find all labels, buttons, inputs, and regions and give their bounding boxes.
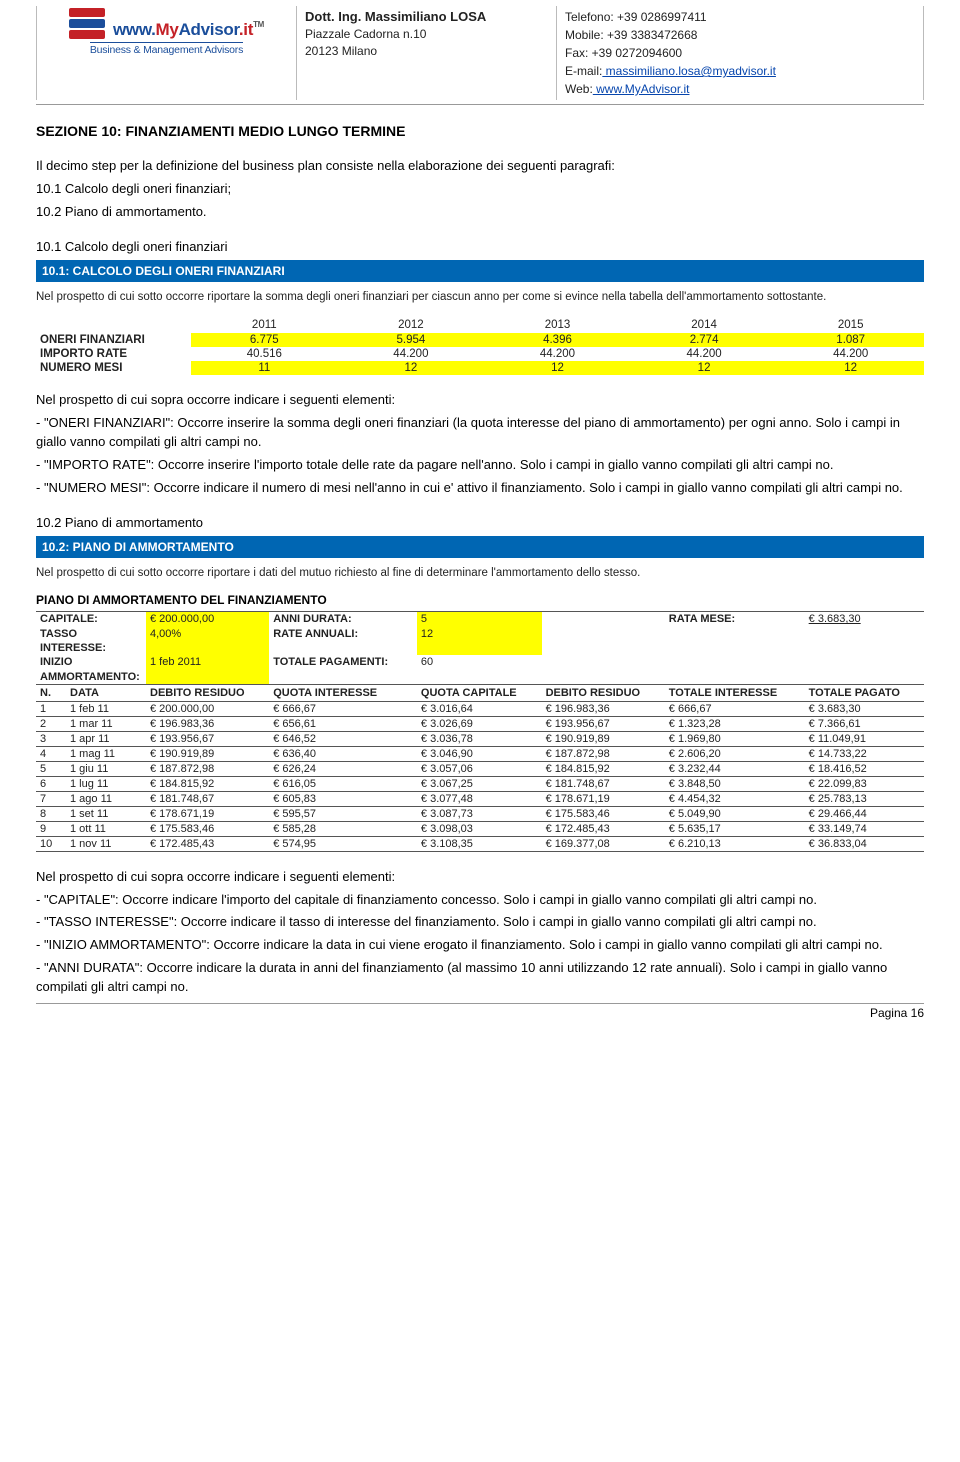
amort-table: CAPITALE:€ 200.000,00 ANNI DURATA:5 RATA…	[36, 611, 924, 851]
s101-desc-3: - "NUMERO MESI": Occorre indicare il num…	[36, 479, 924, 498]
s101-note: Nel prospetto di cui sotto occorre ripor…	[36, 290, 924, 305]
table-row: IMPORTO RATE40.51644.20044.20044.20044.2…	[36, 347, 924, 361]
email-row: E-mail: massimiliano.losa@myadvisor.it	[565, 62, 915, 80]
letterhead: www.MyAdvisor.itTM Business & Management…	[36, 0, 924, 105]
year-col: 2011	[191, 317, 338, 333]
table-row: ONERI FINANZIARI6.7755.9544.3962.7741.08…	[36, 333, 924, 347]
table-header-row: 2011 2012 2013 2014 2015	[36, 317, 924, 333]
table-row: 101 nov 11€ 172.485,43€ 574,95€ 3.108,35…	[36, 836, 924, 851]
s102-caption: PIANO DI AMMORTAMENTO DEL FINANZIAMENTO	[36, 593, 924, 607]
amort-header-row: N. DATA DEBITO RESIDUO QUOTA INTERESSE Q…	[36, 684, 924, 701]
table-row: NUMERO MESI1112121212	[36, 361, 924, 375]
owner-name: Dott. Ing. Massimiliano LOSA	[305, 8, 548, 26]
page-number: Pagina 16	[36, 1003, 924, 1020]
table-row: 31 apr 11€ 193.956,67€ 646,52€ 3.036,78€…	[36, 731, 924, 746]
s102-desc-2: - "TASSO INTERESSE": Occorre indicare il…	[36, 913, 924, 932]
param-row-1: CAPITALE:€ 200.000,00 ANNI DURATA:5 RATA…	[36, 612, 924, 627]
table-row: 91 ott 11€ 175.583,46€ 585,28€ 3.098,03€…	[36, 821, 924, 836]
year-col: 2014	[631, 317, 778, 333]
s101-desc-2: - "IMPORTO RATE": Occorre inserire l'imp…	[36, 456, 924, 475]
contact-cell: Telefono: +39 0286997411 Mobile: +39 338…	[556, 6, 924, 100]
table-row: 61 lug 11€ 184.815,92€ 616,05€ 3.067,25€…	[36, 776, 924, 791]
intro-p1: Il decimo step per la definizione del bu…	[36, 157, 924, 176]
brand-tagline: Business & Management Advisors	[90, 42, 243, 56]
address-cell: Dott. Ing. Massimiliano LOSA Piazzale Ca…	[296, 6, 556, 100]
web-link[interactable]: www.MyAdvisor.it	[593, 82, 690, 96]
s101-desc-1: - "ONERI FINANZIARI": Occorre inserire l…	[36, 414, 924, 452]
intro-p3: 10.2 Piano di ammortamento.	[36, 203, 924, 222]
brand-wordmark: www.MyAdvisor.itTM	[113, 20, 264, 40]
intro-p2: 10.1 Calcolo degli oneri finanziari;	[36, 180, 924, 199]
table-row: 51 giu 11€ 187.872,98€ 626,24€ 3.057,06€…	[36, 761, 924, 776]
table-row: 11 feb 11€ 200.000,00€ 666,67€ 3.016,64€…	[36, 701, 924, 716]
year-col: 2015	[777, 317, 924, 333]
oneri-table: 2011 2012 2013 2014 2015 ONERI FINANZIAR…	[36, 317, 924, 375]
table-row: 21 mar 11€ 196.983,36€ 656,61€ 3.026,69€…	[36, 716, 924, 731]
s102-desc-4: - "ANNI DURATA": Occorre indicare la dur…	[36, 959, 924, 997]
s102-subtitle: 10.2 Piano di ammortamento	[36, 514, 924, 533]
year-col: 2013	[484, 317, 631, 333]
year-col: 2012	[338, 317, 485, 333]
s101-bluebar: 10.1: CALCOLO DEGLI ONERI FINANZIARI	[36, 260, 924, 282]
param-row-3: INIZIO AMMORTAMENTO:1 feb 2011 TOTALE PA…	[36, 655, 924, 684]
logo-cell: www.MyAdvisor.itTM Business & Management…	[36, 6, 296, 100]
mobile-row: Mobile: +39 3383472668	[565, 26, 915, 44]
addr-line2: 20123 Milano	[305, 43, 548, 60]
s101-desc-intro: Nel prospetto di cui sopra occorre indic…	[36, 391, 924, 410]
table-row: 81 set 11€ 178.671,19€ 595,57€ 3.087,73€…	[36, 806, 924, 821]
s102-desc-intro: Nel prospetto di cui sopra occorre indic…	[36, 868, 924, 887]
web-row: Web: www.MyAdvisor.it	[565, 80, 915, 98]
table-row: 71 ago 11€ 181.748,67€ 605,83€ 3.077,48€…	[36, 791, 924, 806]
param-row-2: TASSO INTERESSE:4,00% RATE ANNUALI:12	[36, 627, 924, 656]
flag-icon	[69, 8, 105, 40]
s102-desc-3: - "INIZIO AMMORTAMENTO": Occorre indicar…	[36, 936, 924, 955]
section-title: SEZIONE 10: FINANZIAMENTI MEDIO LUNGO TE…	[36, 123, 924, 139]
fax-row: Fax: +39 0272094600	[565, 44, 915, 62]
s102-desc-1: - "CAPITALE": Occorre indicare l'importo…	[36, 891, 924, 910]
s102-bluebar: 10.2: PIANO DI AMMORTAMENTO	[36, 536, 924, 558]
addr-line1: Piazzale Cadorna n.10	[305, 26, 548, 43]
s102-note: Nel prospetto di cui sotto occorre ripor…	[36, 566, 924, 581]
s101-subtitle: 10.1 Calcolo degli oneri finanziari	[36, 238, 924, 257]
email-link[interactable]: massimiliano.losa@myadvisor.it	[602, 64, 776, 78]
table-row: 41 mag 11€ 190.919,89€ 636,40€ 3.046,90€…	[36, 746, 924, 761]
tel-row: Telefono: +39 0286997411	[565, 8, 915, 26]
